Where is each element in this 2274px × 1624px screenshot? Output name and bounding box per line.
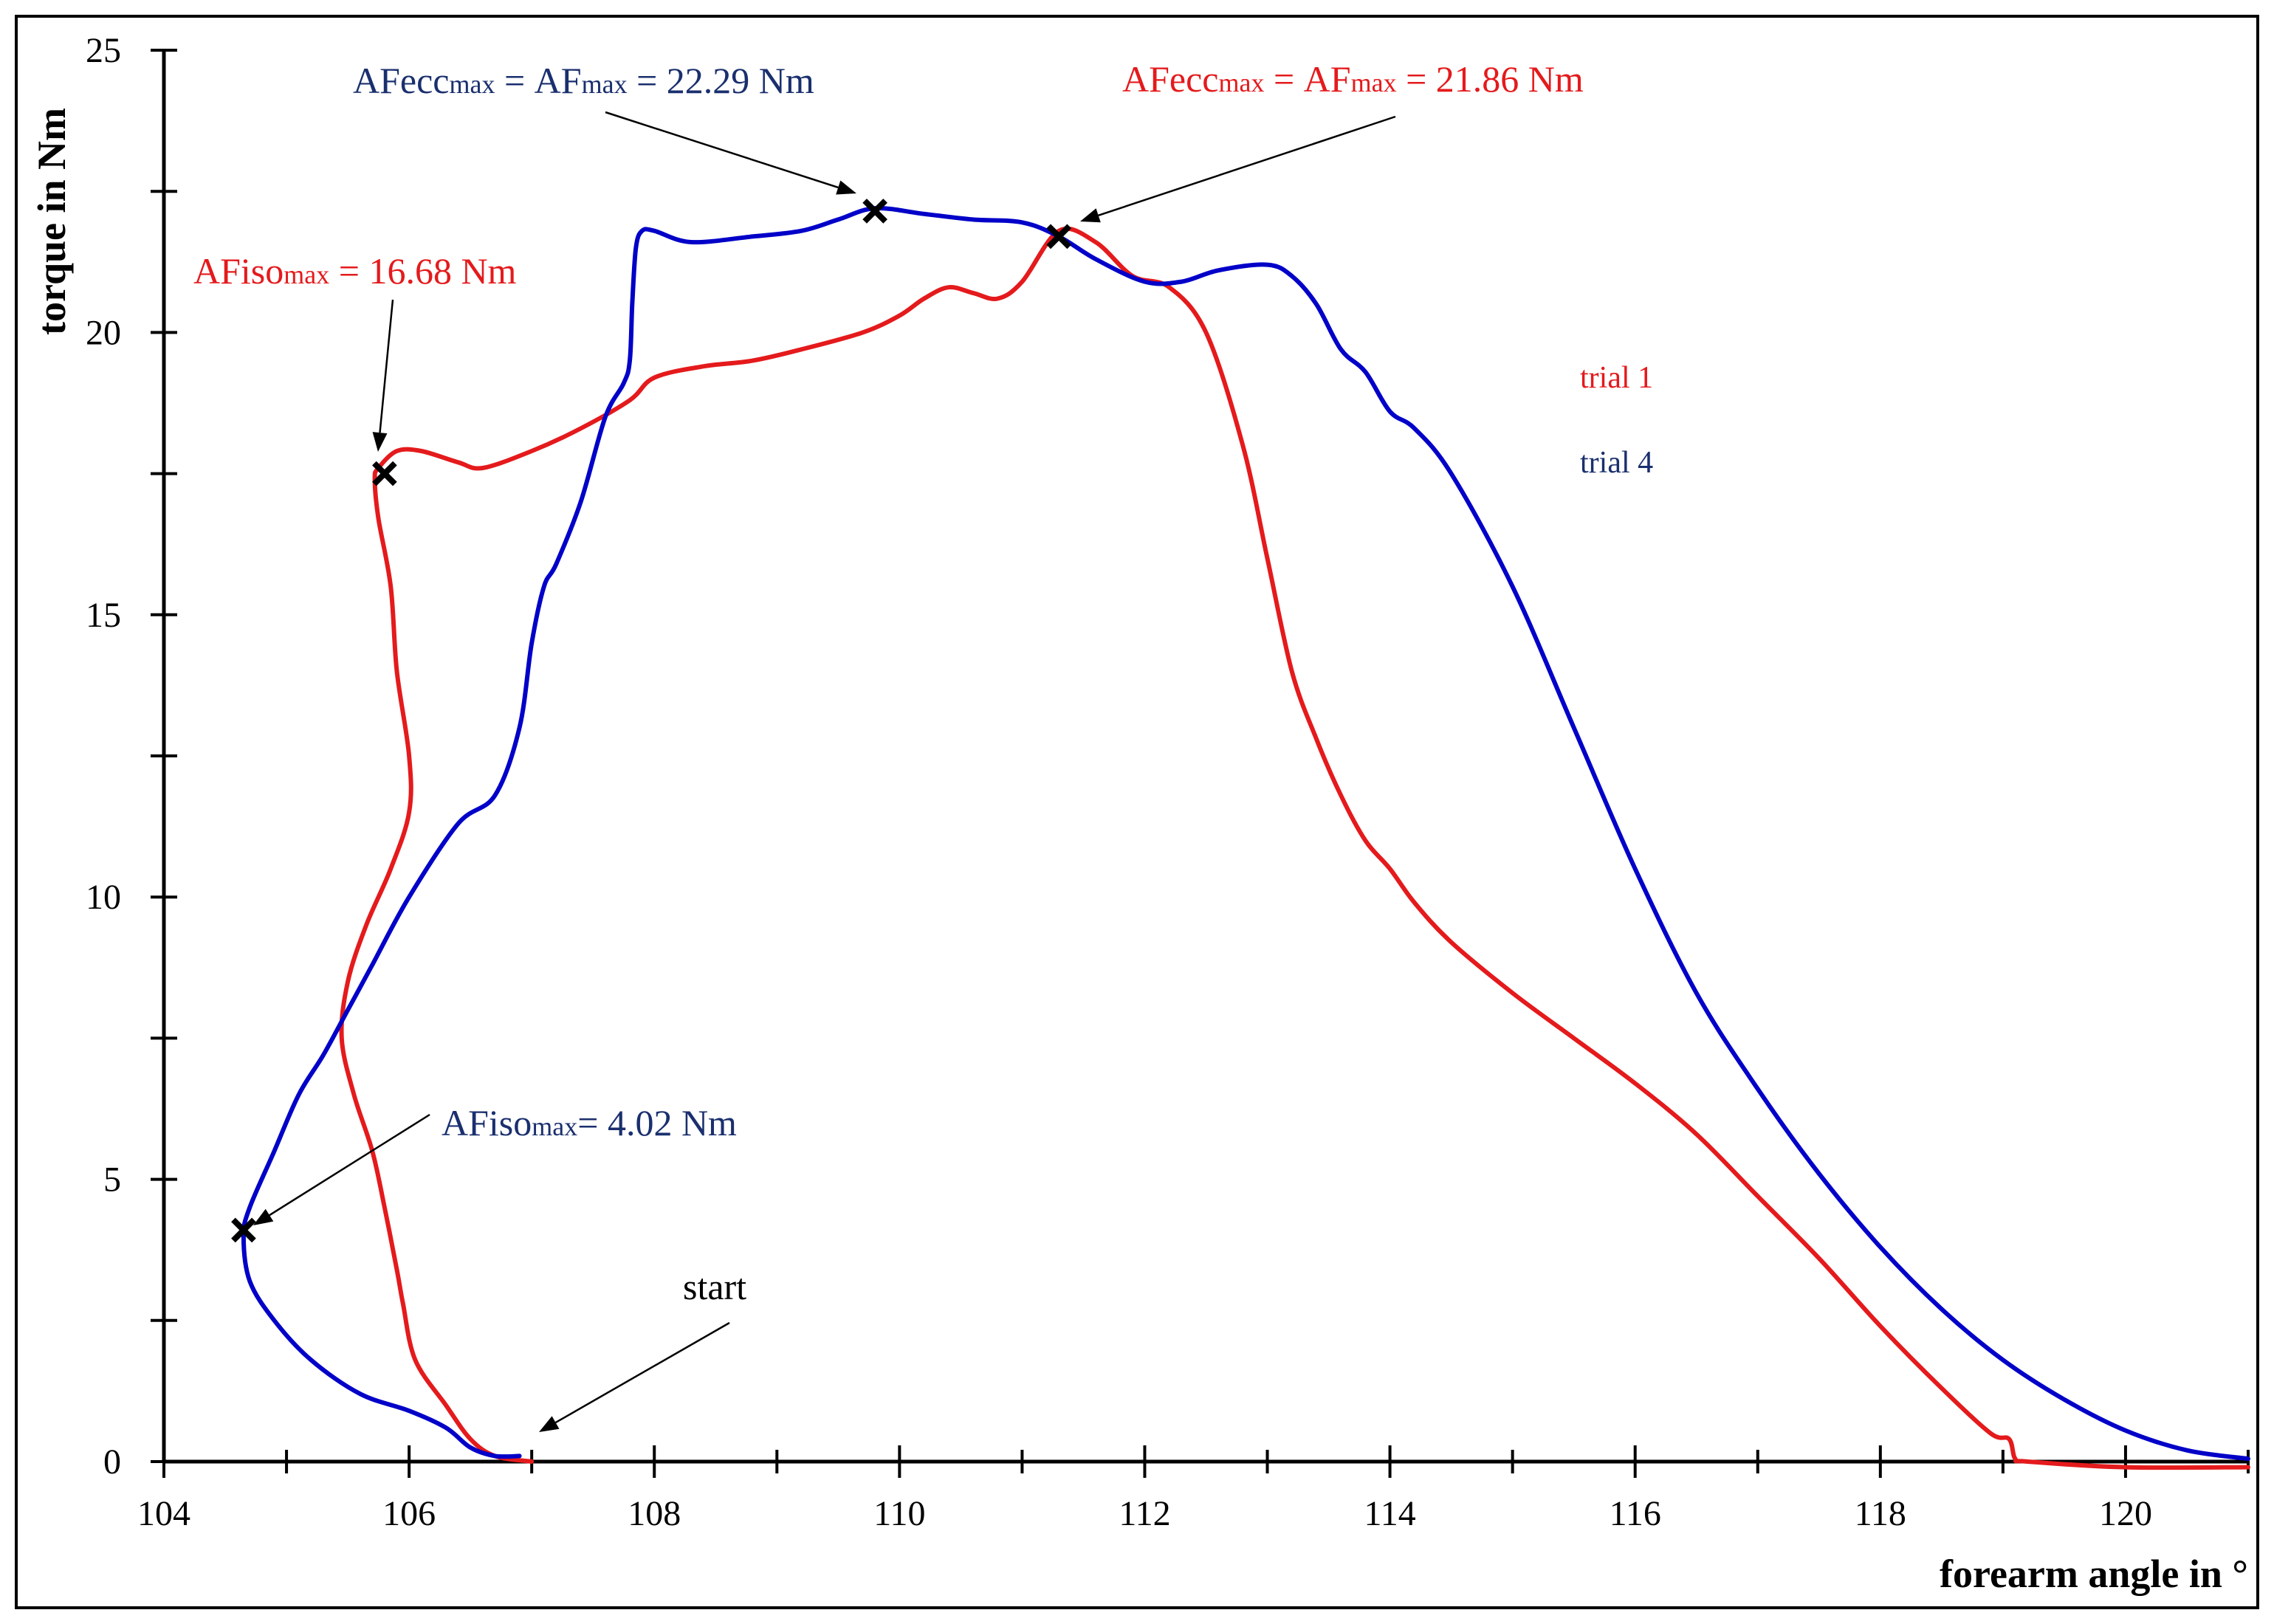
y-ticks: 0 5 10 15 20 25 — [86, 31, 177, 1482]
y-tick-label: 10 — [86, 878, 121, 917]
x-tick-label: 120 — [2099, 1494, 2152, 1533]
annotation-trial4-iso: AFisomax= 4.02 Nm — [253, 1102, 737, 1225]
annotation-start: start — [539, 1266, 746, 1432]
x-tick-label: 118 — [1855, 1494, 1906, 1533]
x-tick-label: 106 — [382, 1494, 436, 1533]
legend-entry-trial-1: trial 1 — [1580, 361, 1653, 395]
x-tick-label: 104 — [137, 1494, 190, 1533]
x-tick-label: 116 — [1610, 1494, 1661, 1533]
axes: 0 5 10 15 20 25 104 106 108 110 112 114 116 118 120 — [86, 31, 2250, 1533]
y-axis-title: torque in Nm — [30, 108, 74, 335]
x-ticks: 104 106 108 110 112 114 116 118 120 — [137, 1445, 2250, 1533]
x-tick-label: 110 — [873, 1494, 925, 1533]
annotation-label: AFeccmax = AFmax = 22.29 Nm — [353, 60, 814, 101]
y-tick-label: 15 — [86, 596, 121, 635]
y-tick-label: 20 — [86, 313, 121, 352]
y-tick-label: 25 — [86, 31, 121, 70]
legend-entry-trial-4: trial 4 — [1580, 446, 1653, 480]
max-marker — [372, 461, 397, 486]
annotation-label: start — [683, 1266, 746, 1307]
annotation-label: AFeccmax = AFmax = 21.86 Nm — [1122, 58, 1584, 100]
series-line-trial-1 — [339, 226, 2250, 1470]
series-line-trial-4 — [241, 205, 2250, 1462]
annotation-label: AFisomax= 4.02 Nm — [442, 1102, 737, 1143]
x-tick-label: 114 — [1364, 1494, 1415, 1533]
y-tick-label: 0 — [103, 1442, 121, 1482]
annotation-trial1-iso: AFisomax = 16.68 Nm — [193, 250, 517, 452]
max-marker — [862, 199, 887, 224]
annotation-layer: AFeccmax = AFmax = 22.29 Nm AFeccmax = AF… — [193, 58, 1584, 1432]
annotation-trial1-max: AFeccmax = AFmax = 21.86 Nm — [1080, 58, 1584, 223]
annotation-label: AFisomax = 16.68 Nm — [193, 250, 517, 292]
chart-frame — [15, 15, 2259, 1609]
x-tick-label: 108 — [628, 1494, 681, 1533]
legend: trial 1 trial 4 — [1580, 361, 1653, 480]
max-marker — [1046, 224, 1072, 250]
x-axis-title: forearm angle in ° — [1940, 1552, 2248, 1596]
annotation-trial4-max: AFeccmax = AFmax = 22.29 Nm — [353, 60, 856, 195]
y-tick-label: 5 — [103, 1160, 121, 1200]
x-tick-label: 112 — [1119, 1494, 1170, 1533]
max-marker — [231, 1217, 256, 1243]
marker-layer — [231, 199, 1072, 1243]
series-layer — [241, 205, 2250, 1470]
